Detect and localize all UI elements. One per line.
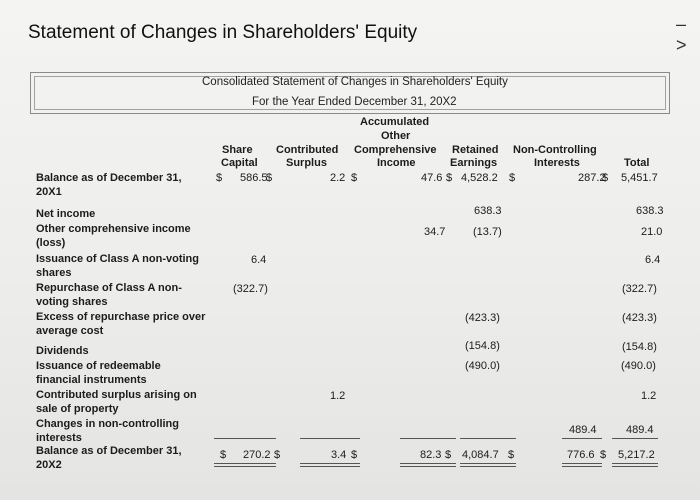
total-rule [562,438,602,439]
row-label-contributed-surplus-sale: Contributed surplus arising on sale of p… [36,389,197,415]
double-rule [612,466,658,467]
currency-symbol: $ [266,172,273,184]
currency-symbol: $ [220,449,227,461]
col-non-controlling-line1: Non-Controlling [513,144,597,156]
redeemable-retained-earnings: (490.0) [465,360,500,372]
double-rule [400,463,456,464]
col-non-controlling-line2: Interests [534,157,580,169]
double-rule [562,463,602,464]
total-rule [214,438,276,439]
double-rule [214,463,276,464]
net-income-retained-earnings: 638.3 [474,205,502,217]
total-rule [612,438,658,439]
total-rule [400,438,456,439]
nci-changes-non-controlling: 489.4 [569,424,597,436]
statement-heading-box [30,72,670,114]
closing-total: 5,217.2 [618,449,655,461]
opening-total: 5,451.7 [621,172,658,184]
double-rule [460,466,516,467]
row-label-excess-repurchase: Excess of repurchase price over average … [36,311,206,337]
double-rule [214,466,276,467]
statement-heading-inner-border [34,76,666,110]
col-contributed-surplus-line1: Contributed [276,144,339,156]
total-rule [460,438,516,439]
nci-changes-total: 489.4 [626,424,654,436]
contrib-sale-total: 1.2 [641,390,657,402]
row-label-closing-balance: Balance as of December 31, 20X2 [36,445,182,471]
excess-repurchase-total: (423.3) [622,312,657,324]
excess-repurchase-retained-earnings: (423.3) [465,312,500,324]
opening-share-capital: 586.5 [240,172,268,184]
double-rule [300,463,360,464]
row-label-nci-changes: Changes in non-controlling interests [36,418,179,444]
currency-symbol: $ [445,449,452,461]
closing-retained-earnings: 4,084.7 [462,449,499,461]
dividends-retained-earnings: (154.8) [465,340,500,352]
repurchase-share-capital: (322.7) [233,283,268,295]
contrib-sale-contributed-surplus: 1.2 [330,390,346,402]
col-retained-earnings-line2: Earnings [450,157,498,169]
closing-share-capital: 270.2 [243,449,271,461]
closing-aoci: 82.3 [420,449,442,461]
row-label-issuance-class-a: Issuance of Class A non-voting shares [36,253,199,279]
currency-symbol: $ [600,449,607,461]
page-title: Statement of Changes in Shareholders' Eq… [28,22,418,43]
currency-symbol: $ [509,172,516,184]
repurchase-total: (322.7) [622,283,657,295]
currency-symbol: $ [216,172,223,184]
row-label-dividends: Dividends [36,345,89,357]
oci-retained-earnings: (13.7) [473,226,502,238]
col-aoci-line4: Income [377,157,416,169]
currency-symbol: $ [274,449,281,461]
corner-arrow-icon: – > [676,14,687,55]
oci-aoci: 34.7 [424,226,446,238]
opening-contributed-surplus: 2.2 [330,172,346,184]
currency-symbol: $ [508,449,515,461]
closing-non-controlling: 776.6 [567,449,595,461]
row-label-net-income: Net income [36,208,96,220]
redeemable-total: (490.0) [621,360,656,372]
opening-aoci: 47.6 [421,172,443,184]
double-rule [562,466,602,467]
double-rule [300,466,360,467]
double-rule [400,466,456,467]
col-aoci-line1: Accumulated [360,116,430,128]
col-share-capital-line2: Capital [221,157,258,169]
row-label-oci: Other comprehensive income (loss) [36,223,191,249]
issuance-share-capital: 6.4 [251,254,267,266]
double-rule [612,463,658,464]
currency-symbol: $ [446,172,453,184]
col-total: Total [624,157,650,169]
col-aoci-line2: Other [381,130,411,142]
opening-retained-earnings: 4,528.2 [461,172,498,184]
currency-symbol: $ [602,172,609,184]
currency-symbol: $ [351,449,358,461]
currency-symbol: $ [351,172,358,184]
opening-non-controlling: 287.2 [578,172,606,184]
net-income-total: 638.3 [636,205,664,217]
double-rule [460,463,516,464]
row-label-repurchase-class-a: Repurchase of Class A non-voting shares [36,282,182,308]
statement-heading: Consolidated Statement of Changes in Sha… [202,76,508,88]
dividends-total: (154.8) [622,341,657,353]
col-aoci-line3: Comprehensive [354,144,437,156]
row-label-opening-balance: Balance as of December 31, 20X1 [36,172,182,198]
row-label-redeemable-instruments: Issuance of redeemable financial instrum… [36,360,161,386]
col-retained-earnings-line1: Retained [452,144,499,156]
closing-contributed-surplus: 3.4 [331,449,347,461]
col-contributed-surplus-line2: Surplus [286,157,327,169]
col-share-capital-line1: Share [222,144,253,156]
oci-total: 21.0 [641,226,663,238]
statement-period: For the Year Ended December 31, 20X2 [252,96,457,108]
issuance-total: 6.4 [645,254,661,266]
total-rule [300,438,360,439]
